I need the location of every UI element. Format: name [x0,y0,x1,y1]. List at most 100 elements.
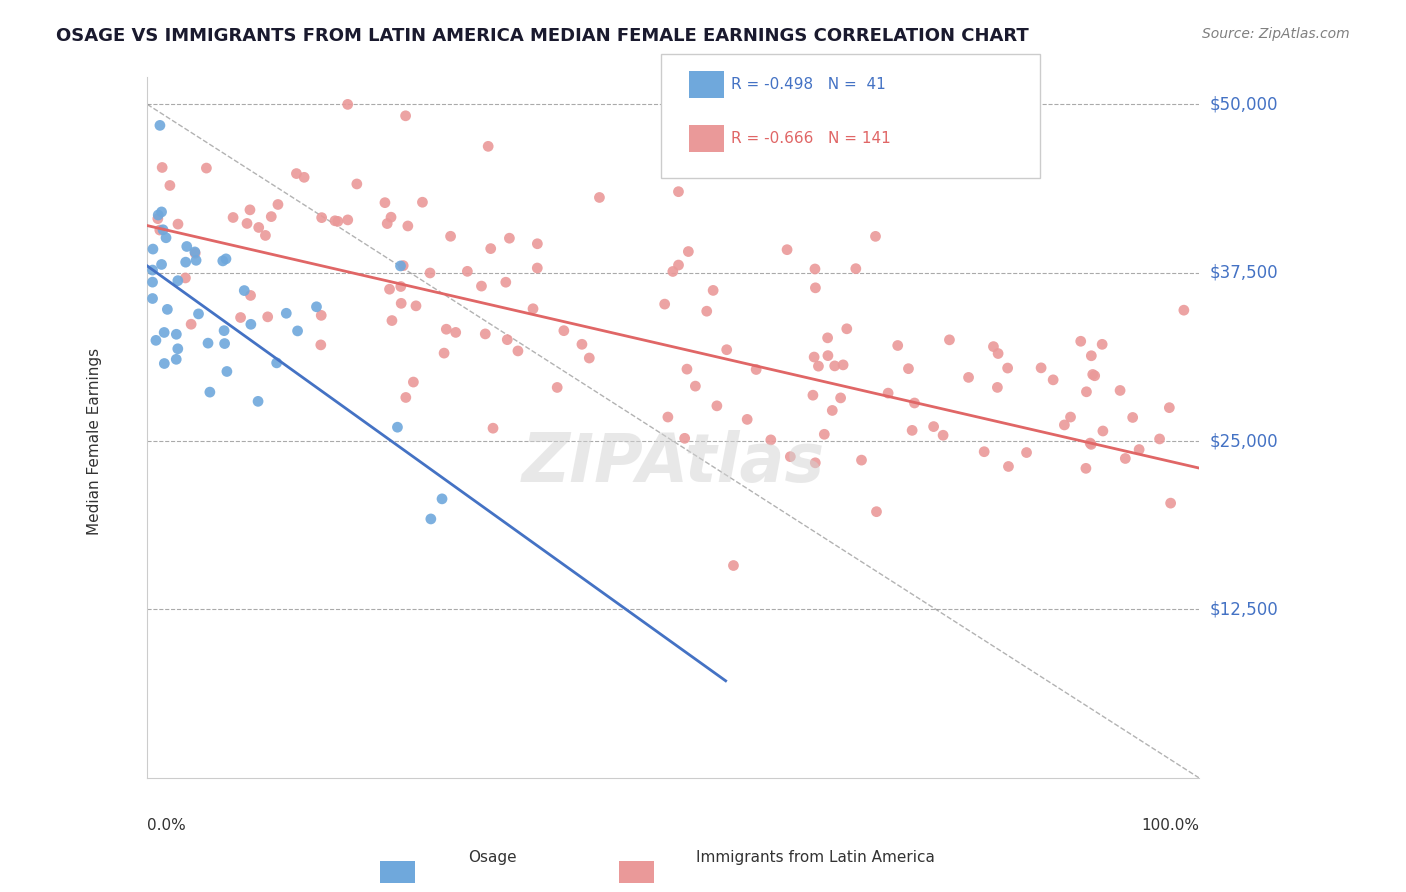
Point [477,139,499,153]
Point [498,231,520,245]
Point [176,239,198,253]
Point [668,258,690,272]
Point [392,259,415,273]
Point [813,427,835,442]
Point [807,359,830,373]
Point [938,333,960,347]
Point [212,324,235,338]
Point [336,213,359,227]
Point [141,275,163,289]
Point [685,379,707,393]
Point [1078,436,1101,450]
Point [145,334,167,348]
Point [166,342,188,356]
Point [395,391,418,405]
Point [166,274,188,288]
Point [285,167,308,181]
Point [153,357,176,371]
Point [195,161,218,175]
Point [141,292,163,306]
Point [897,361,920,376]
Point [1091,424,1114,438]
Point [380,211,402,225]
Point [260,210,283,224]
Point [184,244,207,259]
Point [706,399,728,413]
Point [346,177,368,191]
Point [309,309,332,323]
Point [187,307,209,321]
Point [256,310,278,324]
Point [309,338,332,352]
Point [402,375,425,389]
Point [1076,384,1098,399]
Point [336,97,359,112]
Point [184,253,207,268]
Point [673,431,696,445]
Point [735,412,758,426]
Point [167,217,190,231]
Text: R = -0.666   N = 141: R = -0.666 N = 141 [731,131,891,145]
Point [239,318,262,332]
Point [434,322,457,336]
Point [236,217,259,231]
Point [148,208,170,222]
Point [247,220,270,235]
Point [668,185,690,199]
Point [957,370,980,384]
Point [180,317,202,331]
Point [973,444,995,458]
Point [1029,360,1052,375]
Point [323,214,346,228]
Point [830,391,852,405]
Point [389,279,412,293]
Point [389,259,412,273]
Point [997,361,1019,376]
Point [1084,368,1107,383]
Point [1053,417,1076,432]
Point [588,190,610,204]
Point [522,301,544,316]
Point [877,386,900,401]
Point [546,380,568,394]
Point [886,338,908,352]
Point [419,512,441,526]
Text: 0.0%: 0.0% [148,818,186,833]
Point [152,223,174,237]
Point [239,202,262,217]
Point [433,346,456,360]
Point [174,255,197,269]
Point [1042,373,1064,387]
Point [865,229,887,244]
Point [922,419,945,434]
Point [835,322,858,336]
Point [1015,445,1038,459]
Text: 100.0%: 100.0% [1140,818,1199,833]
Point [1091,337,1114,351]
Point [817,349,839,363]
Point [1149,432,1171,446]
Point [1109,384,1132,398]
Point [142,242,165,256]
Text: Immigrants from Latin America: Immigrants from Latin America [696,850,935,865]
Point [801,388,824,402]
Point [222,211,245,225]
Point [804,456,827,470]
Point [987,346,1010,360]
Point [495,275,517,289]
Point [149,119,172,133]
Point [1159,401,1181,415]
Point [153,326,176,340]
Point [419,266,441,280]
Point [165,327,187,342]
Point [470,279,492,293]
Point [983,340,1005,354]
Point [444,326,467,340]
Point [553,324,575,338]
Text: $12,500: $12,500 [1209,600,1278,618]
Point [184,246,207,260]
Point [845,261,868,276]
Text: OSAGE VS IMMIGRANTS FROM LATIN AMERICA MEDIAN FEMALE EARNINGS CORRELATION CHART: OSAGE VS IMMIGRANTS FROM LATIN AMERICA M… [56,27,1029,45]
Point [851,453,873,467]
Point [506,343,529,358]
